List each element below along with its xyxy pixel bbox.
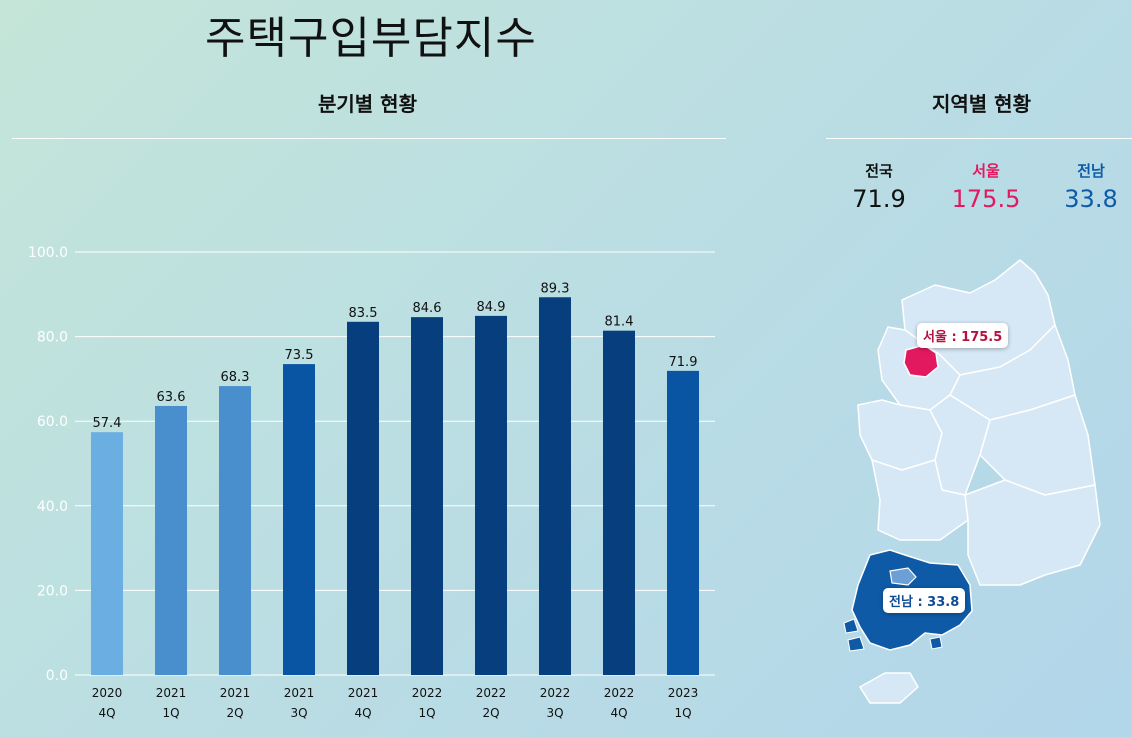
bar-value-label: 81.4 [605, 315, 634, 330]
x-tick-label: 4Q [610, 706, 627, 720]
x-tick-label: 1Q [162, 706, 179, 720]
map-region-gwangju[interactable] [889, 567, 917, 586]
bar-value-label: 63.6 [157, 390, 186, 405]
quarterly-bar-chart: 0.0 20.0 40.0 60.0 80.0 100.0 57.4 2020 4Q 63.6 20… [28, 245, 715, 720]
map-region-jeju[interactable] [859, 672, 919, 704]
x-tick-label: 1Q [674, 706, 691, 720]
map-region-southeast[interactable] [964, 479, 1101, 586]
stat-seoul-value: 175.5 [951, 185, 1021, 213]
x-tick-label: 4Q [354, 706, 371, 720]
x-tick-label: 1Q [418, 706, 435, 720]
x-tick-label: 3Q [290, 706, 307, 720]
bar-value-label: 68.3 [221, 370, 250, 385]
x-tick-label: 2021 [284, 686, 315, 700]
stat-nation-value: 71.9 [852, 185, 906, 213]
bar [283, 364, 315, 675]
map-island [843, 618, 859, 634]
stat-jeonnam-label: 전남 [1077, 162, 1105, 180]
bar [475, 315, 507, 675]
bar-value-label: 84.6 [413, 301, 442, 316]
stat-nation: 전국 71.9 [829, 160, 929, 213]
map-label-jeonnam: 전남 : 33.8 [883, 588, 966, 613]
x-tick-label: 4Q [98, 706, 115, 720]
stat-seoul-label: 서울 [972, 162, 1000, 180]
x-tick-label: 2021 [220, 686, 251, 700]
bar [667, 370, 699, 675]
stat-jeonnam: 전남 33.8 [1041, 160, 1132, 213]
y-tick-label: 20.0 [37, 583, 68, 599]
page-title: 주택구입부담지수 [205, 13, 537, 64]
x-tick-label: 2023 [668, 686, 699, 700]
y-tick-label: 60.0 [37, 414, 68, 430]
x-tick-label: 2Q [226, 706, 243, 720]
map-island [929, 636, 943, 650]
bar [347, 321, 379, 675]
stat-seoul: 서울 175.5 [936, 160, 1036, 213]
map-region-west-coast[interactable] [857, 399, 943, 471]
quarterly-divider [12, 138, 726, 139]
map-island [847, 636, 865, 652]
x-tick-label: 2022 [476, 686, 507, 700]
bar-value-label: 84.9 [477, 300, 506, 315]
bar [155, 405, 187, 675]
x-tick-label: 2022 [604, 686, 635, 700]
bar-value-label: 73.5 [285, 348, 314, 363]
x-tick-label: 2021 [348, 686, 379, 700]
regional-section-title: 지역별 현황 [932, 92, 1031, 116]
y-tick-label: 80.0 [37, 330, 68, 346]
y-tick-label: 40.0 [37, 499, 68, 515]
bar [91, 432, 123, 675]
x-tick-label: 2022 [540, 686, 571, 700]
map-label-seoul: 서울 : 175.5 [917, 323, 1009, 348]
bar [603, 330, 635, 675]
y-tick-label: 100.0 [28, 245, 68, 261]
bar [411, 317, 443, 675]
x-tick-label: 2021 [156, 686, 187, 700]
x-tick-label: 2022 [412, 686, 443, 700]
stat-nation-label: 전국 [865, 162, 893, 180]
bar-value-label: 89.3 [541, 281, 570, 296]
quarterly-section-title: 분기별 현황 [318, 92, 417, 116]
bar [539, 297, 571, 675]
stat-jeonnam-value: 33.8 [1064, 185, 1118, 213]
bar [219, 386, 251, 675]
regional-divider [826, 138, 1132, 139]
x-tick-label: 2020 [92, 686, 123, 700]
x-tick-label: 3Q [546, 706, 563, 720]
bar-value-label: 57.4 [93, 416, 122, 431]
bar-value-label: 71.9 [669, 355, 698, 370]
y-tick-label: 0.0 [46, 668, 68, 684]
x-tick-label: 2Q [482, 706, 499, 720]
bar-value-label: 83.5 [349, 306, 378, 321]
korea-region-map [843, 259, 1101, 704]
